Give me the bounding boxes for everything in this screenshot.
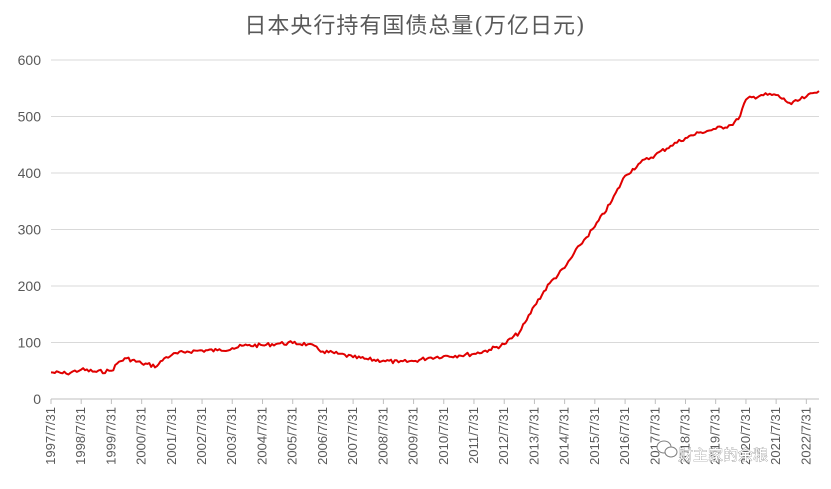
y-tick-label: 400 — [18, 165, 42, 181]
x-tick-label: 2012/7/31 — [496, 407, 511, 465]
x-tick-label: 2021/7/31 — [768, 407, 783, 465]
watermark: 财主家的余粮 — [656, 440, 768, 464]
x-tick-label: 2016/7/31 — [617, 407, 632, 465]
x-tick-label: 2010/7/31 — [436, 407, 451, 465]
x-tick-label: 2003/7/31 — [224, 407, 239, 465]
x-tick-label: 2022/7/31 — [798, 407, 813, 465]
x-tick-label: 1998/7/31 — [73, 407, 88, 465]
series-line — [50, 90, 820, 376]
y-tick-label: 600 — [18, 52, 42, 68]
x-tick-label: 2006/7/31 — [315, 407, 330, 465]
x-tick-label: 1997/7/31 — [43, 407, 58, 465]
y-tick-label: 0 — [33, 391, 41, 407]
gridlines — [51, 59, 819, 343]
x-tick-label: 2020/7/31 — [738, 407, 753, 465]
x-tick-label: 2009/7/31 — [406, 407, 421, 465]
chart-title: 日本央行持有国债总量(万亿日元) — [244, 14, 585, 39]
x-tick-label: 2008/7/31 — [375, 407, 390, 465]
x-tick-label: 2000/7/31 — [134, 407, 149, 465]
y-tick-label: 100 — [18, 335, 42, 351]
x-tick-label: 2014/7/31 — [557, 407, 572, 465]
x-tick-label: 2005/7/31 — [285, 407, 300, 465]
x-tick-label: 2007/7/31 — [345, 407, 360, 465]
x-tick-label: 2011/7/31 — [466, 407, 481, 464]
y-tick-label: 300 — [18, 222, 42, 238]
wechat-icon — [656, 440, 678, 458]
x-tick-label: 2017/7/31 — [647, 407, 662, 465]
x-axis: 1997/7/31 1998/7/31 1999/7/31 2000/7/31 2001… — [43, 398, 819, 465]
x-tick-label: 2002/7/31 — [194, 407, 209, 465]
x-tick-label: 2015/7/31 — [587, 407, 602, 465]
y-tick-label: 200 — [18, 278, 42, 294]
x-tick-label: 2018/7/31 — [677, 407, 692, 465]
y-axis: 0 100 200 300 400 500 600 — [18, 52, 42, 407]
x-tick-label: 2001/7/31 — [164, 407, 179, 465]
watermark-text: 财主家的余粮 — [678, 446, 768, 464]
series-layer — [50, 90, 820, 376]
x-tick-label: 2019/7/31 — [708, 407, 723, 465]
x-tick-label: 2013/7/31 — [526, 407, 541, 465]
y-tick-label: 500 — [18, 109, 42, 125]
x-tick-label: 2004/7/31 — [255, 407, 270, 465]
x-tick-label: 1999/7/31 — [103, 407, 118, 465]
